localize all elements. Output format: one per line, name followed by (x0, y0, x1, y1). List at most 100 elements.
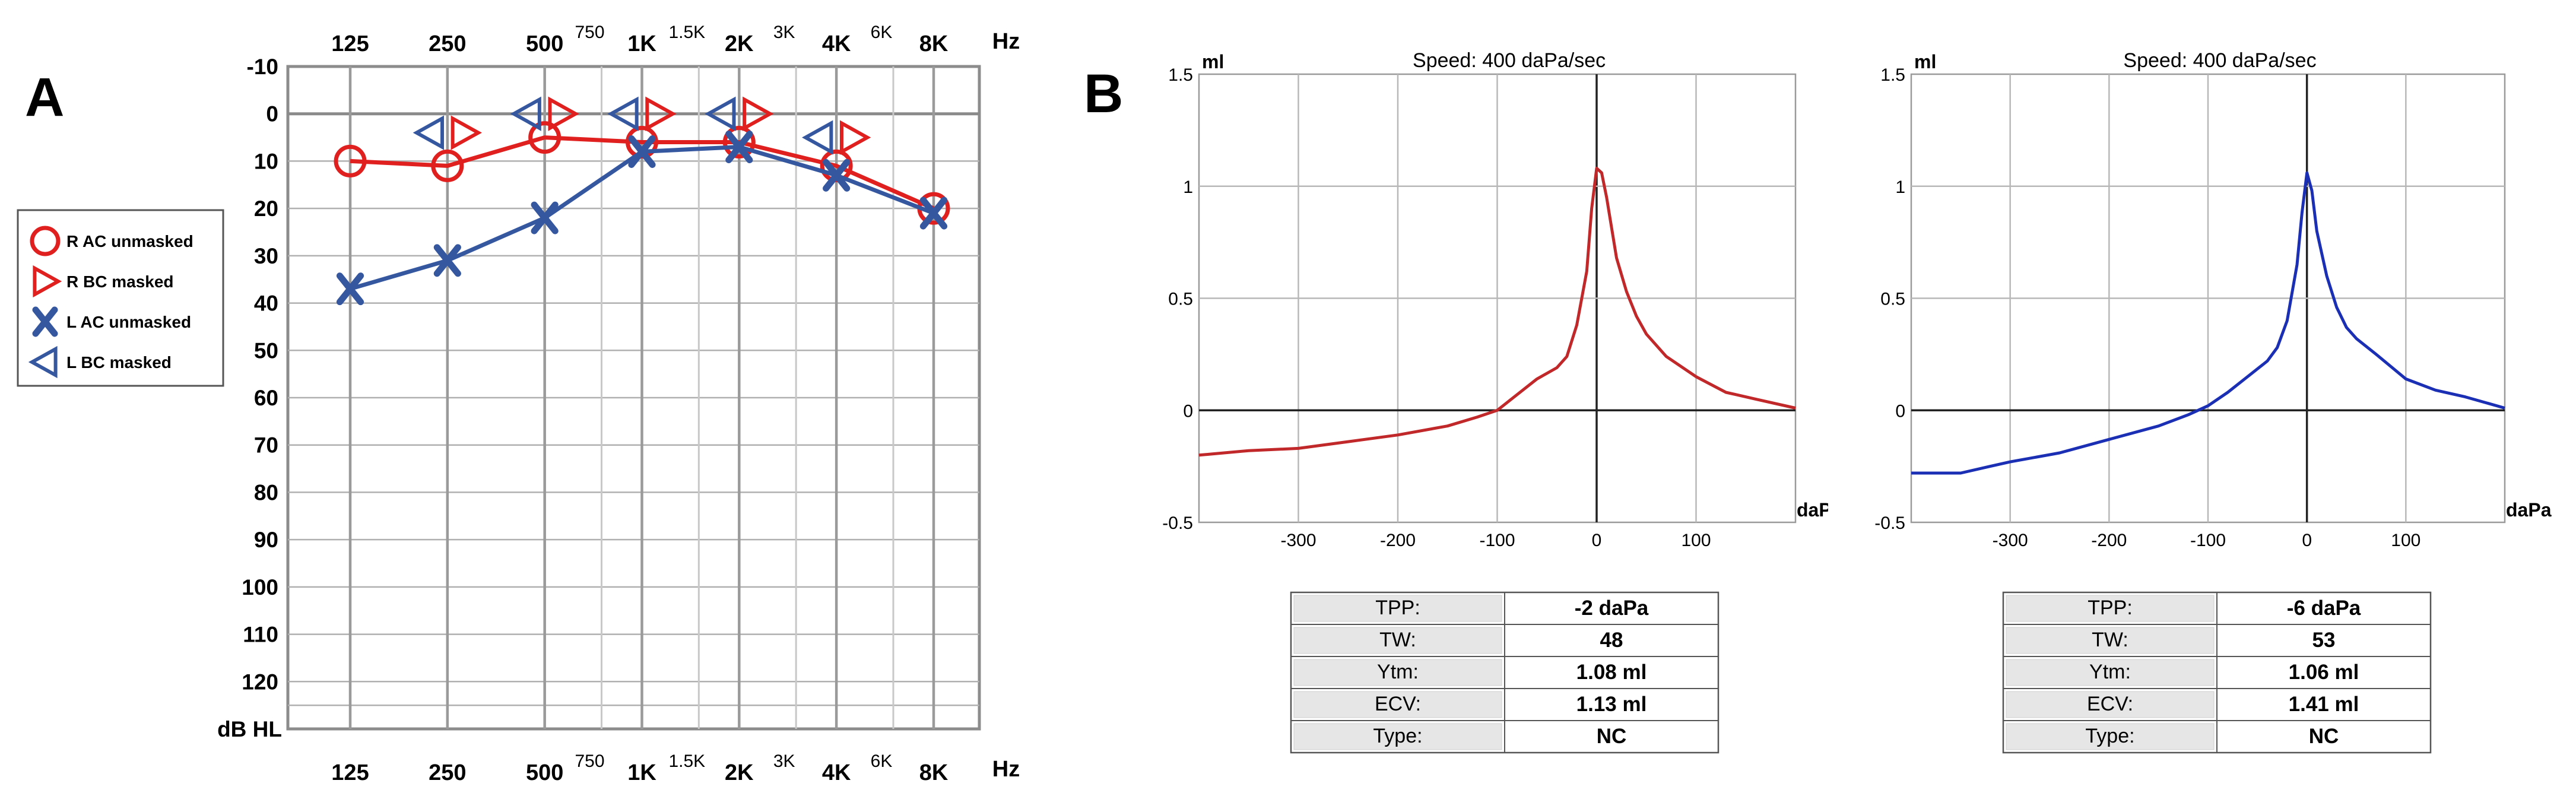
audiogram-ytick-1: 0 (266, 102, 278, 126)
audiogram-point-1-0 (451, 115, 483, 150)
tymp-right-table-value-4: NC (2309, 725, 2339, 748)
tymp-right-table-label-cell-3 (2006, 691, 2215, 718)
audiogram-point-2-6-stroke-b (919, 196, 948, 230)
audiogram-xtick-top-1: 250 (429, 31, 466, 56)
tymp-left-table-label-2: Ytm: (1377, 661, 1419, 683)
audiogram-point-3-2 (607, 96, 639, 131)
audiogram-ytick-7: 60 (254, 386, 278, 410)
tymp-right-table-label-1: TW: (2092, 629, 2128, 651)
tymp-right-ytick-4: -0.5 (1874, 513, 1905, 533)
audiogram-point-2-5-stroke-b (823, 158, 851, 192)
audiogram-xunit-bottom: Hz (992, 757, 1020, 782)
audiogram-point-2-1 (433, 244, 461, 277)
legend-label-3: L BC masked (66, 353, 172, 372)
tymp-left-ylabel: ml (1202, 51, 1224, 72)
audiogram-point-3-3 (705, 96, 736, 131)
tymp-left-ytick-2: 0.5 (1168, 290, 1193, 309)
audiogram-ytick-8: 70 (254, 433, 278, 458)
tympanogram-right: -300 -200 -100 0 100 1.5 1 0.5 0 -0.5 ml Speed: 400… (1874, 49, 2552, 754)
tymp-right-table-value-1: 53 (2312, 629, 2336, 652)
tymp-right-ytick-2: 0.5 (1880, 290, 1905, 309)
tymp-right-table-label-cell-4 (2006, 723, 2215, 750)
audiogram-minor-bottom-1: 1.5K (668, 751, 705, 771)
audiogram-point-1-4 (839, 120, 871, 155)
audiogram-point-2-3-stroke-b (628, 135, 656, 168)
audiogram-chart: -10 0 10 20 30 40 50 60 70 80 90 100 110 120 dB HL 125 1… (217, 23, 1020, 784)
tymp-left-ytick-4: -0.5 (1162, 513, 1193, 533)
tymp-right-table-label-4: Type: (2085, 725, 2134, 747)
tymp-right-xtick-4: 100 (2391, 531, 2420, 550)
tymp-left-table-label-4: Type: (1373, 725, 1422, 747)
audiogram-xtick-bottom-3: 1K (627, 760, 656, 784)
audiogram-legend: R AC unmasked R BC masked L AC unmasked L B… (17, 209, 224, 387)
tymp-right-xtick-2: -100 (2190, 531, 2226, 550)
tymp-right-table-label-cell-0 (2006, 595, 2215, 622)
audiogram-xtick-top-6: 8K (919, 31, 948, 56)
audiogram-xunit-top: Hz (992, 29, 1020, 54)
tymp-right-xlabel: daPa (2506, 499, 2552, 521)
audiogram-xtick-bottom-6: 8K (919, 760, 948, 784)
tymp-left-table-value-2: 1.08 ml (1576, 661, 1647, 684)
panel-label-b: B (1084, 64, 1124, 124)
audiogram-minor-top-1: 1.5K (668, 23, 705, 42)
audiogram-point-2-4-stroke-b (725, 131, 753, 164)
legend-label-0: R AC unmasked (66, 232, 193, 250)
audiogram-ytick-11: 100 (242, 575, 278, 599)
audiogram-ytick-10: 90 (254, 528, 278, 552)
tymp-left-table-value-3: 1.13 ml (1576, 693, 1647, 716)
audiogram-ytick-13: 120 (242, 670, 278, 694)
tymp-right-table-label-0: TPP: (2088, 597, 2133, 619)
audiogram-xtick-bottom-4: 2K (725, 760, 754, 784)
tymp-right-table-label-2: Ytm: (2089, 661, 2131, 683)
audiogram-point-2-3 (628, 135, 656, 168)
audiogram-minor-bottom-3: 6K (871, 751, 893, 771)
tymp-left-table-label-1: TW: (1379, 629, 1416, 651)
audiogram-point-1-2 (645, 96, 677, 131)
tymp-left-table-label-3: ECV: (1375, 693, 1421, 715)
audiogram-point-2-5 (823, 158, 851, 192)
audiogram-minor-top-3: 6K (871, 23, 893, 42)
legend-marker-3 (28, 345, 58, 379)
audiogram-xtick-top-5: 4K (822, 31, 851, 56)
audiogram-ytick-9: 80 (254, 480, 278, 505)
audiogram-point-2-4 (725, 131, 753, 164)
tymp-right-xtick-1: -200 (2091, 531, 2127, 550)
tymp-left-table-value-0: -2 daPa (1575, 597, 1649, 620)
legend-label-1: R BC masked (66, 272, 174, 291)
audiogram-minor-top-2: 3K (773, 23, 795, 42)
tymp-left-xtick-1: -200 (1380, 531, 1416, 550)
tymp-right-table-value-3: 1.41 ml (2289, 693, 2359, 716)
audiogram-point-3-0 (413, 115, 445, 150)
audiogram-point-2-0 (336, 272, 364, 306)
tymp-left-table-label-cell-1 (1293, 627, 1502, 654)
tymp-right-curve (1911, 171, 2505, 475)
audiogram-ytick-2: 10 (254, 149, 278, 173)
audiogram-xtick-top-2: 500 (526, 31, 563, 56)
audiogram-ytick-0: -10 (247, 55, 278, 79)
tymp-right-ytick-3: 0 (1895, 401, 1905, 421)
tymp-right-table-value-2: 1.06 ml (2289, 661, 2359, 684)
tymp-right-xtick-3: 0 (2302, 531, 2312, 550)
tymp-right-title: Speed: 400 daPa/sec (2123, 49, 2316, 72)
tymp-right-ytick-0: 1.5 (1880, 65, 1905, 85)
audiogram-point-0-2 (528, 121, 561, 154)
tymp-left-xtick-0: -300 (1280, 531, 1316, 550)
legend-marker-2-stroke-b (32, 306, 58, 337)
tymp-left-title: Speed: 400 daPa/sec (1413, 49, 1606, 72)
audiogram-ytick-5: 40 (254, 291, 278, 316)
audiogram-point-2-2 (531, 201, 559, 234)
audiogram-ytick-3: 20 (254, 196, 278, 221)
panel-label-a: A (25, 67, 65, 128)
tymp-left-table-label-cell-3 (1293, 691, 1502, 718)
tymp-left-ytick-1: 1 (1183, 177, 1193, 197)
audiogram-point-1-3 (743, 96, 774, 131)
legend-marker-1 (33, 265, 62, 298)
tympanogram-left: -300 -200 -100 0 100 1.5 1 0.5 0 -0.5 ml Speed: 400… (1162, 49, 1828, 754)
tymp-left-ytick-3: 0 (1183, 401, 1193, 421)
audiogram-minor-bottom-0: 750 (575, 751, 604, 771)
audiogram-ytick-12: 110 (243, 623, 278, 647)
tymp-left-table-label-cell-2 (1293, 659, 1502, 686)
tymp-left-table-label-0: TPP: (1375, 597, 1420, 619)
tymp-left-table-label-cell-0 (1293, 595, 1502, 622)
